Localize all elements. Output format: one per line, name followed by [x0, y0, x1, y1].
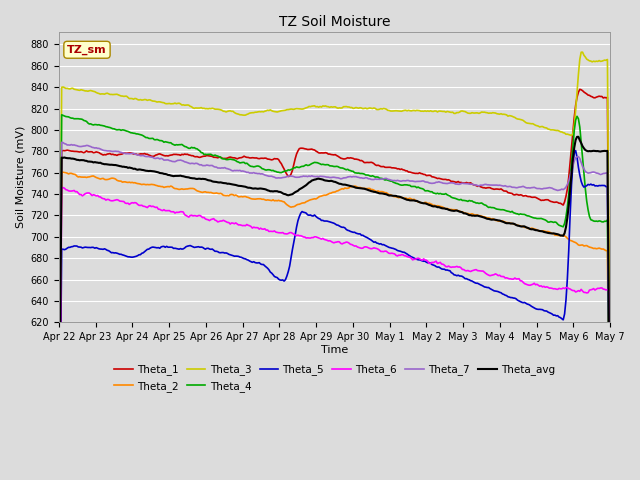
- Theta_6: [403, 254, 411, 260]
- Line: Theta_1: Theta_1: [59, 89, 610, 480]
- Theta_7: [457, 181, 465, 187]
- Theta_6: [457, 265, 465, 271]
- Line: Theta_2: Theta_2: [59, 172, 610, 480]
- Theta_4: [58, 112, 65, 118]
- Line: Theta_6: Theta_6: [59, 188, 610, 480]
- Theta_5: [402, 251, 410, 256]
- Theta_3: [235, 111, 243, 117]
- Theta_5: [456, 273, 463, 279]
- Theta_avg: [122, 164, 129, 170]
- Line: Theta_3: Theta_3: [59, 52, 610, 447]
- Theta_7: [58, 140, 65, 145]
- Theta_1: [235, 156, 243, 161]
- Theta_7: [403, 178, 411, 183]
- Line: Theta_avg: Theta_avg: [59, 137, 610, 480]
- Theta_7: [275, 175, 282, 180]
- Theta_2: [123, 180, 131, 185]
- Theta_7: [454, 181, 462, 187]
- Theta_4: [275, 169, 282, 175]
- Line: Theta_7: Theta_7: [59, 143, 610, 480]
- Theta_2: [275, 197, 282, 203]
- Theta_6: [236, 222, 244, 228]
- Theta_3: [55, 444, 63, 450]
- Theta_2: [236, 194, 244, 200]
- Line: Theta_5: Theta_5: [59, 151, 610, 480]
- Line: Theta_4: Theta_4: [59, 115, 610, 480]
- Theta_5: [235, 253, 243, 259]
- Text: TZ_sm: TZ_sm: [67, 45, 107, 55]
- Theta_4: [236, 160, 244, 166]
- Theta_4: [454, 197, 462, 203]
- Theta_1: [122, 150, 129, 156]
- Theta_avg: [453, 208, 461, 214]
- Theta_6: [454, 264, 462, 270]
- Theta_4: [457, 196, 465, 202]
- Theta_avg: [402, 196, 410, 202]
- Theta_2: [58, 169, 65, 175]
- Theta_7: [55, 476, 63, 480]
- Y-axis label: Soil Moisture (mV): Soil Moisture (mV): [15, 126, 25, 228]
- Theta_3: [606, 427, 614, 432]
- Theta_avg: [235, 183, 243, 189]
- Theta_6: [123, 201, 131, 206]
- Theta_6: [275, 230, 282, 236]
- Theta_2: [457, 209, 465, 215]
- Theta_avg: [456, 209, 463, 215]
- Theta_2: [454, 208, 462, 214]
- Theta_1: [453, 180, 461, 185]
- Theta_3: [453, 110, 461, 116]
- Theta_3: [122, 93, 129, 99]
- Theta_3: [273, 109, 281, 115]
- Theta_3: [579, 49, 586, 55]
- Theta_5: [122, 253, 129, 259]
- X-axis label: Time: Time: [321, 345, 348, 355]
- Title: TZ Soil Moisture: TZ Soil Moisture: [279, 15, 390, 29]
- Theta_3: [456, 109, 463, 115]
- Theta_3: [402, 108, 410, 113]
- Theta_avg: [575, 134, 582, 140]
- Theta_2: [403, 196, 411, 202]
- Theta_1: [402, 168, 410, 174]
- Theta_4: [55, 460, 63, 466]
- Theta_6: [606, 460, 614, 466]
- Theta_avg: [273, 188, 281, 194]
- Theta_7: [236, 168, 244, 173]
- Theta_1: [273, 156, 281, 162]
- Theta_1: [456, 180, 463, 185]
- Theta_5: [572, 148, 579, 154]
- Theta_4: [403, 182, 411, 188]
- Theta_1: [576, 86, 584, 92]
- Legend: Theta_1, Theta_2, Theta_3, Theta_4, Theta_5, Theta_6, Theta_7, Theta_avg: Theta_1, Theta_2, Theta_3, Theta_4, Thet…: [109, 360, 559, 396]
- Theta_7: [123, 151, 131, 156]
- Theta_5: [453, 273, 461, 278]
- Theta_5: [273, 275, 281, 280]
- Theta_6: [60, 185, 67, 191]
- Theta_1: [606, 449, 614, 455]
- Theta_4: [123, 128, 131, 134]
